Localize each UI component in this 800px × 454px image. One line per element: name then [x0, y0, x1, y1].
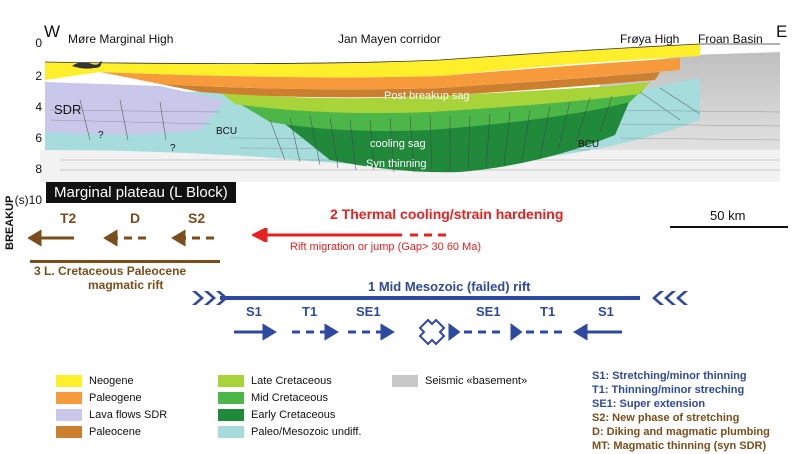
legend-label: Paleo/Mesozoic undiff.	[251, 425, 362, 438]
depth-tick: (s)10	[14, 193, 42, 207]
magmatic-rift-line1: 3 L. Cretaceous Paleocene	[34, 264, 187, 278]
whale-icon	[72, 61, 102, 69]
bcu-left-label: BCU	[216, 126, 238, 137]
blue-arrow-label-se1-left: SE1	[356, 304, 381, 319]
mesozoic-rift-title: 1 Mid Mesozoic (failed) rift	[368, 279, 531, 294]
legend-item: Mid Cretaceous	[218, 389, 361, 406]
cross-icon	[418, 318, 446, 346]
syn-thinning-label: Syn thinning	[366, 158, 427, 170]
question-mark-2: ?	[170, 143, 176, 154]
blue-bar	[192, 291, 688, 305]
legend-swatch	[56, 391, 82, 404]
legend-item: Paleocene	[56, 423, 167, 440]
thermal-cooling-title: 2 Thermal cooling/strain hardening	[330, 206, 564, 222]
blue-arrow-label-t1-right: T1	[540, 304, 556, 319]
arrow-label-s2: S2	[188, 210, 206, 226]
blue-arrow-label-se1-right: SE1	[476, 304, 501, 319]
cooling-sag-label: cooling sag	[370, 138, 426, 150]
legend-swatch	[56, 425, 82, 438]
marginal-plateau-label: Marginal plateau (L Block)	[46, 182, 236, 203]
layer-sdr	[45, 82, 225, 135]
legend-swatch	[218, 425, 244, 438]
legend-col-3: Seismic «basement»	[392, 372, 527, 389]
depth-tick: 0	[35, 36, 42, 50]
east-label: E	[776, 22, 788, 41]
reflectors	[49, 109, 781, 171]
legend-item: Late Cretaceous	[218, 372, 361, 389]
legend-item: Paleogene	[56, 389, 167, 406]
bcu-right-label: BCU	[578, 139, 600, 150]
depth-tick: 4	[35, 100, 42, 114]
legend-item: Paleo/Mesozoic undiff.	[218, 423, 361, 440]
legend-swatch	[218, 408, 244, 421]
legend-col-2: Late Cretaceous Mid Cretaceous Early Cre…	[218, 372, 361, 440]
magmatic-rift-line2: magmatic rift	[88, 278, 164, 292]
cross-section	[40, 43, 781, 182]
legend-label: Early Cretaceous	[251, 408, 336, 421]
phase-item: T1: Thinning/minor streching	[592, 384, 745, 396]
more-marginal-high-label: Møre Marginal High	[68, 32, 174, 46]
layer-neogene	[45, 44, 700, 80]
blue-arrows	[234, 323, 622, 341]
legend-label: Paleogene	[89, 391, 142, 404]
froya-high-label: Frøya High	[620, 32, 680, 46]
depth-tick: 6	[35, 131, 42, 145]
blue-arrow-label-s1-right: S1	[598, 304, 614, 319]
legend-item: Early Cretaceous	[218, 406, 361, 423]
west-label: W	[44, 22, 61, 41]
legend-label: Neogene	[89, 374, 134, 387]
brown-arrows	[28, 229, 214, 247]
rift-migration-label: Rift migration or jump (Gap> 30 60 Ma)	[290, 241, 482, 253]
post-breakup-sag-label: Post breakup sag	[384, 90, 470, 102]
breakup-label: BREAKUP	[4, 195, 16, 250]
legend-item: Seismic «basement»	[392, 372, 527, 389]
legend-item: Neogene	[56, 372, 167, 389]
phase-key: S1: Stretching/minor thinning T1: Thinni…	[592, 369, 770, 453]
legend-swatch	[392, 374, 418, 387]
layer-mid-cretaceous	[240, 92, 640, 131]
legend-swatch	[218, 374, 244, 387]
arrow-label-t2: T2	[60, 210, 77, 226]
scale-bar	[670, 226, 788, 228]
legend-swatch	[218, 391, 244, 404]
legend-label: Seismic «basement»	[425, 374, 528, 387]
blue-arrow-label-s1-left: S1	[246, 304, 262, 319]
question-mark-1: ?	[98, 130, 104, 141]
depth-tick: 2	[35, 69, 42, 83]
legend-item: Lava flows SDR	[56, 406, 167, 423]
phase-item: SE1: Super extension	[592, 398, 706, 410]
jan-mayen-corridor-label: Jan Mayen corridor	[338, 32, 441, 46]
arrow-label-d: D	[130, 210, 141, 226]
legend-label: Mid Cretaceous	[251, 391, 329, 404]
froan-basin-label: Froan Basin	[698, 32, 763, 46]
phase-item: MT: Magmatic thinning (syn SDR)	[592, 440, 767, 452]
phase-item: S2: New phase of stretching	[592, 412, 740, 424]
legend-label: Paleocene	[89, 425, 141, 438]
legend-label: Lava flows SDR	[89, 408, 168, 421]
legend-col-1: Neogene Paleogene Lava flows SDR Paleoce…	[56, 372, 167, 440]
depth-tick: 8	[35, 162, 42, 176]
blue-arrow-label-t1-left: T1	[302, 304, 318, 319]
scale-bar-label: 50 km	[710, 208, 746, 223]
legend-label: Late Cretaceous	[251, 374, 332, 387]
legend-swatch	[56, 408, 82, 421]
magmatic-rift-line	[30, 260, 220, 263]
legend-swatch	[56, 374, 82, 387]
layer-paleogene	[100, 58, 680, 90]
phase-item: D: Diking and magmatic plumbing	[592, 426, 770, 438]
fault-lines	[79, 87, 701, 173]
layer-late-cretaceous	[220, 82, 650, 113]
layer-paleocene	[160, 72, 660, 98]
phase-item: S1: Stretching/minor thinning	[592, 370, 747, 382]
sdr-label: SDR	[54, 102, 82, 117]
sea-floor-line	[44, 43, 780, 64]
red-arrow	[252, 228, 446, 242]
